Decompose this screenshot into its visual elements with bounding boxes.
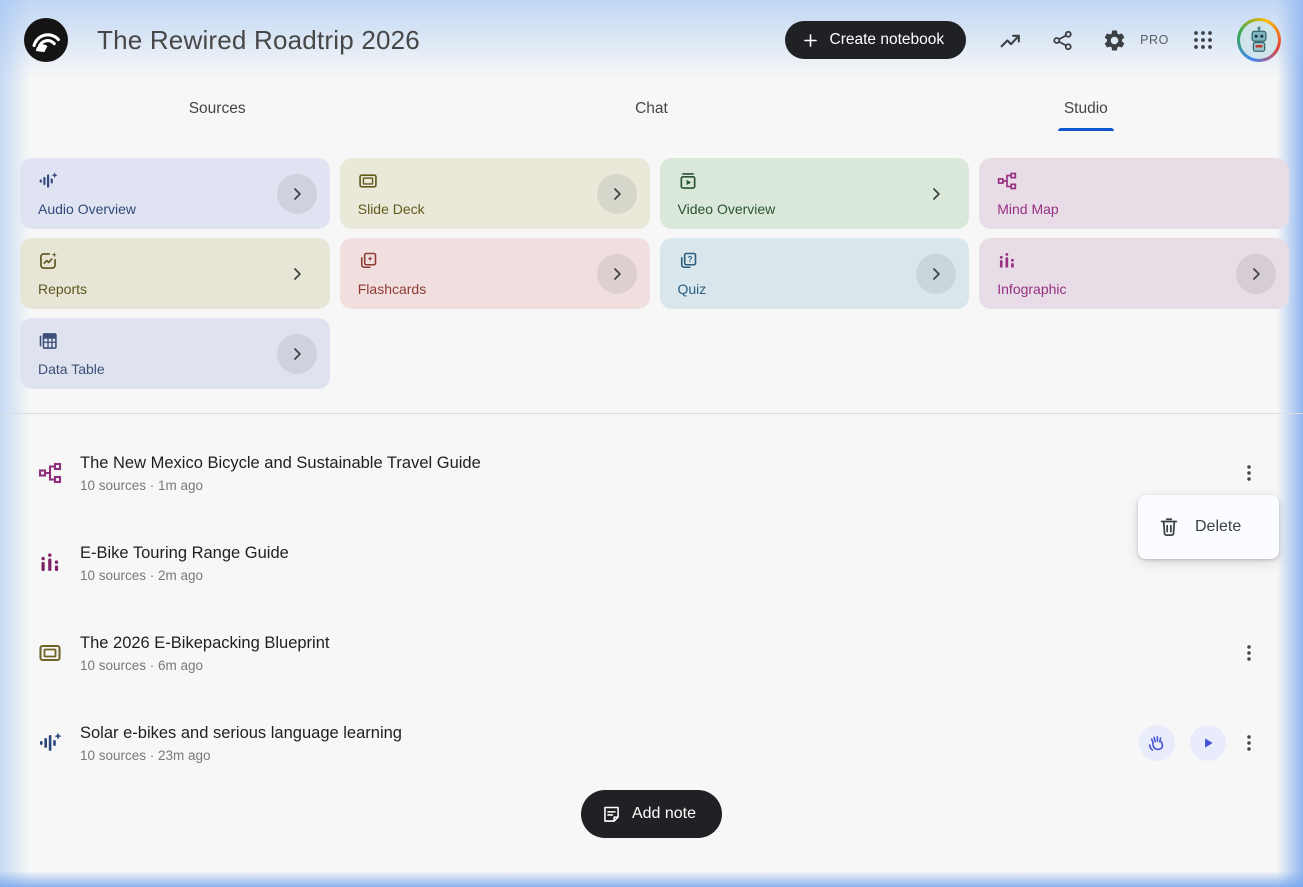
avatar-robot-image (1240, 21, 1278, 59)
add-note-button[interactable]: Add note (580, 790, 723, 838)
list-item-meta: 10 sources · 6m ago (80, 657, 204, 673)
create-notebook-label: Create notebook (829, 31, 945, 48)
card-audio-overview[interactable]: Audio Overview (20, 158, 330, 229)
tab-sources-label: Sources (188, 100, 246, 117)
more-options-icon[interactable] (1233, 457, 1265, 489)
delete-menu-item[interactable]: Delete (1138, 505, 1279, 549)
slide-deck-icon (38, 641, 62, 665)
card-label: Flashcards (357, 281, 427, 297)
section-divider (0, 413, 1303, 414)
chevron-right-icon[interactable] (596, 173, 637, 214)
flashcards-icon (358, 251, 378, 271)
infographic-icon (997, 251, 1017, 271)
card-label: Audio Overview (38, 201, 137, 217)
more-options-icon[interactable] (1233, 637, 1265, 669)
tab-sources[interactable]: Sources (0, 87, 434, 131)
slide-deck-icon (358, 171, 378, 191)
card-quiz[interactable]: ? Quiz (659, 238, 970, 309)
card-reports[interactable]: Reports (20, 238, 330, 309)
data-table-icon (38, 331, 58, 351)
apps-grid-icon[interactable] (1181, 18, 1225, 62)
mind-map-icon (997, 171, 1017, 191)
chevron-right-icon[interactable] (916, 174, 956, 214)
settings-gear-icon[interactable] (1092, 18, 1136, 62)
card-slide-deck[interactable]: Slide Deck (339, 158, 650, 229)
list-item-meta: 10 sources · 1m ago (80, 477, 204, 493)
chevron-right-icon[interactable] (916, 253, 957, 294)
infographic-icon (38, 551, 62, 575)
card-video-overview[interactable]: Video Overview (659, 158, 970, 229)
notebook-title[interactable]: The Rewired Roadtrip 2026 (97, 24, 420, 55)
list-item-text: Solar e-bikes and serious language learn… (80, 724, 402, 763)
chevron-right-icon[interactable] (276, 333, 317, 374)
reports-icon (38, 251, 58, 271)
chevron-right-icon[interactable] (596, 253, 637, 294)
chevron-right-icon[interactable] (1236, 253, 1276, 294)
video-overview-icon (678, 171, 698, 191)
list-item-title: Solar e-bikes and serious language learn… (80, 723, 402, 742)
mind-map-icon (38, 461, 62, 485)
artifact-list: The New Mexico Bicycle and Sustainable T… (0, 428, 1303, 788)
context-menu: Delete (1138, 495, 1279, 559)
svg-text:?: ? (687, 255, 692, 264)
list-item-meta: 10 sources · 2m ago (80, 567, 204, 583)
tab-chat-label: Chat (635, 100, 668, 117)
card-flashcards[interactable]: Flashcards (339, 238, 650, 309)
card-label: Quiz (677, 281, 707, 297)
card-label: Reports (38, 281, 88, 297)
tab-studio-label: Studio (1063, 100, 1108, 117)
audio-waveform-icon (38, 171, 58, 191)
list-item-title: The New Mexico Bicycle and Sustainable T… (80, 453, 481, 472)
header-actions: Create notebook PRO (784, 18, 1281, 62)
add-note-label: Add note (631, 805, 697, 822)
list-item-infographic[interactable]: E-Bike Touring Range Guide 10 sources · … (0, 518, 1303, 608)
list-item-slide-deck[interactable]: The 2026 E-Bikepacking Blueprint 10 sour… (0, 608, 1303, 698)
play-icon[interactable] (1190, 725, 1226, 761)
active-tab-underline (1057, 128, 1114, 131)
list-item-meta: 10 sources · 23m ago (80, 747, 211, 763)
card-data-table[interactable]: Data Table (20, 318, 330, 389)
delete-menu-label: Delete (1195, 518, 1242, 535)
create-notebook-button[interactable]: Create notebook (784, 21, 967, 59)
quiz-icon: ? (678, 251, 698, 271)
panel-tabs: Sources Chat Studio (0, 87, 1303, 131)
list-item-text: The New Mexico Bicycle and Sustainable T… (80, 454, 481, 493)
trash-icon (1158, 516, 1180, 538)
list-item-mind-map[interactable]: The New Mexico Bicycle and Sustainable T… (0, 428, 1303, 518)
card-label: Data Table (38, 361, 105, 377)
list-item-title: E-Bike Touring Range Guide (80, 543, 289, 562)
list-item-text: The 2026 E-Bikepacking Blueprint 10 sour… (80, 634, 329, 673)
app-header: The Rewired Roadtrip 2026 Create noteboo… (0, 0, 1303, 80)
tab-chat[interactable]: Chat (434, 87, 868, 131)
interactive-mode-hand-icon[interactable] (1139, 725, 1175, 761)
analytics-icon[interactable] (988, 18, 1032, 62)
chevron-right-icon[interactable] (276, 173, 317, 214)
list-item-audio-overview[interactable]: Solar e-bikes and serious language learn… (0, 698, 1303, 788)
card-mind-map[interactable]: Mind Map (979, 158, 1289, 229)
more-options-icon[interactable] (1233, 727, 1265, 759)
card-infographic[interactable]: Infographic (979, 238, 1289, 309)
share-icon[interactable] (1040, 18, 1084, 62)
list-item-title: The 2026 E-Bikepacking Blueprint (80, 633, 330, 652)
audio-waveform-icon (38, 731, 62, 755)
add-note-container: Add note (0, 790, 1303, 838)
card-label: Infographic (997, 281, 1067, 297)
notebooklm-logo-icon[interactable] (24, 18, 68, 62)
chevron-right-icon[interactable] (277, 254, 317, 294)
card-label: Mind Map (997, 201, 1059, 217)
card-label: Video Overview (677, 201, 776, 217)
tab-studio[interactable]: Studio (869, 87, 1303, 131)
note-icon (601, 804, 622, 825)
user-avatar[interactable] (1237, 18, 1281, 62)
pro-badge: PRO (1140, 33, 1169, 47)
plus-icon (801, 31, 820, 50)
studio-card-grid: Audio Overview Slide Deck Video Overview… (20, 158, 1289, 389)
card-label: Slide Deck (357, 201, 425, 217)
list-item-text: E-Bike Touring Range Guide 10 sources · … (80, 544, 289, 583)
